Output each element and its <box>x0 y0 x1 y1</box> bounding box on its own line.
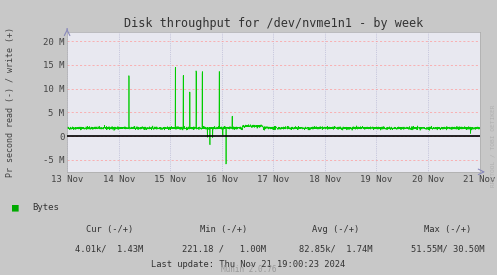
Text: Avg (-/+): Avg (-/+) <box>312 225 359 234</box>
Text: Min (-/+): Min (-/+) <box>200 225 248 234</box>
Text: Bytes: Bytes <box>32 203 59 212</box>
Text: Cur (-/+): Cur (-/+) <box>85 225 133 234</box>
Text: Munin 2.0.76: Munin 2.0.76 <box>221 265 276 274</box>
Title: Disk throughput for /dev/nvme1n1 - by week: Disk throughput for /dev/nvme1n1 - by we… <box>124 17 423 31</box>
Text: 221.18 /   1.00M: 221.18 / 1.00M <box>181 244 266 253</box>
Text: Pr second read (-) / write (+): Pr second read (-) / write (+) <box>6 27 15 177</box>
Text: 4.01k/  1.43M: 4.01k/ 1.43M <box>75 244 144 253</box>
Text: 82.85k/  1.74M: 82.85k/ 1.74M <box>299 244 372 253</box>
Text: ■: ■ <box>12 203 19 213</box>
Text: RRDTOOL / TOBI OETIKER: RRDTOOL / TOBI OETIKER <box>491 104 496 187</box>
Text: 51.55M/ 30.50M: 51.55M/ 30.50M <box>411 244 484 253</box>
Text: Max (-/+): Max (-/+) <box>423 225 471 234</box>
Text: Last update: Thu Nov 21 19:00:23 2024: Last update: Thu Nov 21 19:00:23 2024 <box>152 260 345 269</box>
